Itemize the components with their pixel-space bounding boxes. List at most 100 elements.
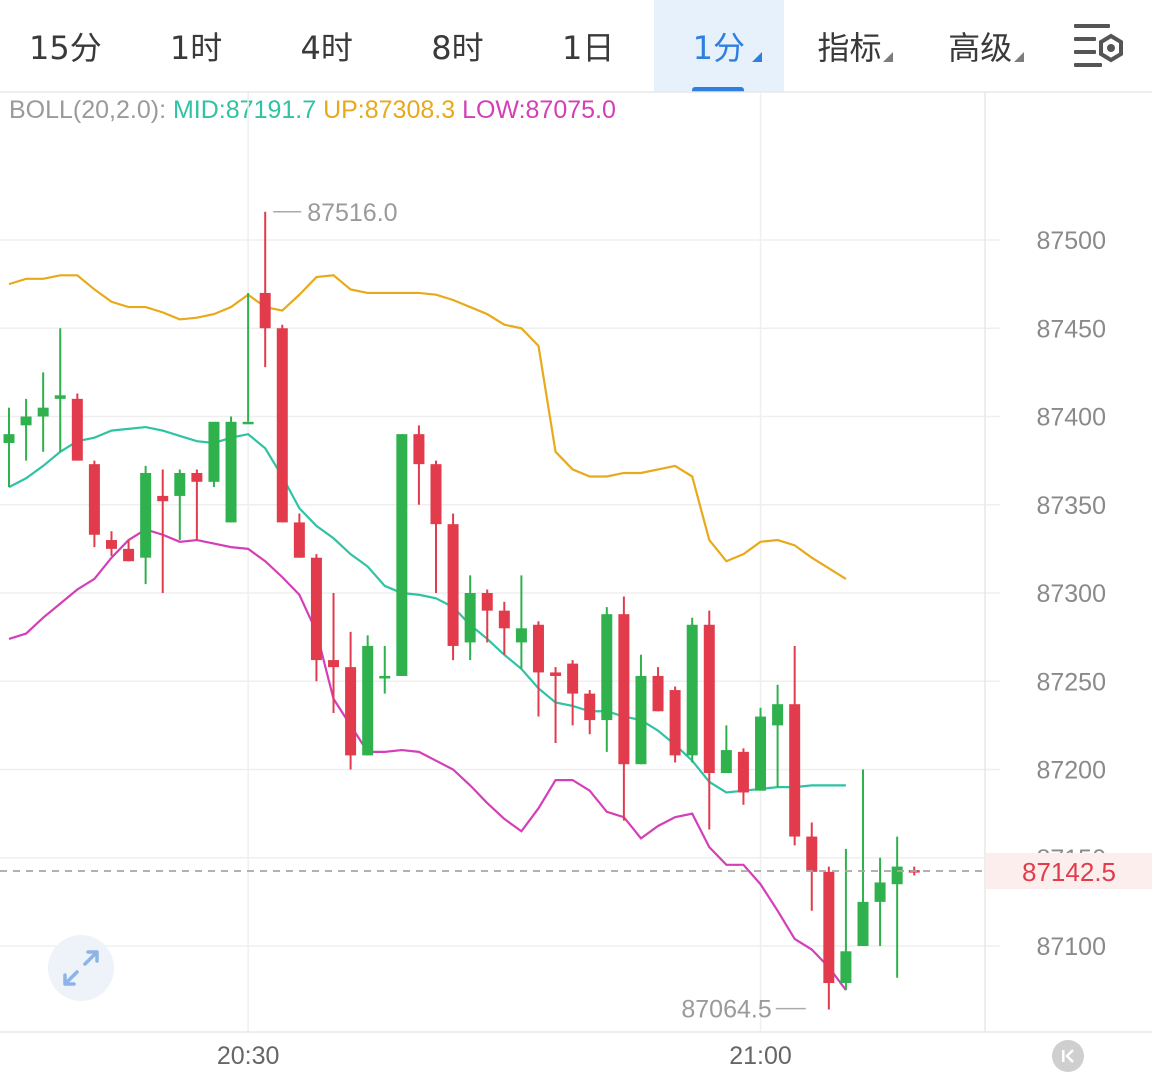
y-tick-label: 87500 bbox=[1036, 227, 1106, 255]
candle bbox=[498, 601, 510, 655]
candle-body bbox=[225, 421, 237, 523]
candle-body bbox=[54, 395, 66, 399]
candle-body bbox=[140, 472, 152, 558]
candle bbox=[806, 822, 818, 911]
boll-up-value: UP:87308.3 bbox=[323, 96, 456, 124]
tab-2[interactable]: 1时 bbox=[131, 0, 262, 92]
tab-8[interactable]: 高级 bbox=[915, 0, 1046, 92]
tab-7[interactable]: 指标 bbox=[784, 0, 915, 92]
boll-low-value: LOW:87075.0 bbox=[462, 96, 616, 124]
y-tick-label: 87100 bbox=[1036, 933, 1106, 961]
boll-upper-band bbox=[8, 274, 847, 580]
candle bbox=[550, 667, 562, 744]
tab-label: 指标 bbox=[817, 29, 882, 67]
candle-body bbox=[71, 398, 83, 461]
candle bbox=[71, 393, 83, 461]
boll-name: BOLL(20,2.0): bbox=[9, 96, 167, 124]
candle bbox=[345, 631, 357, 770]
candle bbox=[208, 421, 220, 488]
candle bbox=[259, 211, 271, 368]
candle bbox=[515, 575, 527, 669]
x-tick-label: 20:30 bbox=[217, 1042, 280, 1070]
candle-body bbox=[891, 866, 903, 885]
candle-body bbox=[396, 434, 408, 676]
candle-body bbox=[20, 416, 32, 426]
candle-body bbox=[191, 472, 203, 482]
candle bbox=[601, 607, 613, 752]
candle bbox=[430, 460, 442, 593]
candle-body bbox=[515, 628, 527, 643]
candle bbox=[789, 645, 801, 846]
candle-body bbox=[174, 472, 186, 496]
candle bbox=[840, 848, 852, 991]
candle-body bbox=[345, 667, 357, 756]
candle bbox=[703, 610, 715, 830]
tab-6[interactable]: 1分 bbox=[653, 0, 785, 92]
candle-body bbox=[242, 421, 254, 425]
y-tick-label: 87450 bbox=[1036, 315, 1106, 343]
boll-lower-band bbox=[8, 528, 847, 991]
candle bbox=[720, 725, 732, 774]
y-tick-label: 87250 bbox=[1036, 668, 1106, 696]
candle-body bbox=[3, 434, 15, 443]
tab-label: 1分 bbox=[692, 29, 746, 67]
boll-middle-band bbox=[8, 425, 846, 794]
candle-body bbox=[208, 421, 220, 482]
dropdown-caret-icon bbox=[882, 52, 893, 62]
candle bbox=[567, 660, 579, 726]
candle-body bbox=[567, 663, 579, 694]
candle-body bbox=[601, 614, 613, 721]
candle-body bbox=[618, 614, 630, 765]
tab-label: 高级 bbox=[948, 29, 1013, 67]
candle bbox=[3, 407, 15, 488]
candle-body bbox=[686, 624, 698, 756]
candle-body bbox=[293, 522, 305, 558]
candle bbox=[652, 667, 664, 712]
candle bbox=[635, 654, 647, 765]
candle-body bbox=[772, 704, 784, 726]
tab-label: 4时 bbox=[300, 29, 353, 67]
tab-label: 1时 bbox=[169, 29, 223, 67]
timeframe-tab-bar: 15分 1时 4时 8时 1日 1分 指标 高级 bbox=[0, 0, 1152, 92]
boll-mid-value: MID:87191.7 bbox=[172, 96, 317, 124]
candle bbox=[276, 324, 288, 523]
candle bbox=[54, 328, 66, 452]
candle bbox=[328, 593, 340, 714]
candle bbox=[396, 434, 408, 676]
candle-body bbox=[874, 882, 886, 902]
candle-body bbox=[823, 871, 835, 984]
candle-body bbox=[88, 464, 100, 535]
x-tick-label: 21:00 bbox=[729, 1042, 792, 1070]
candle bbox=[481, 589, 493, 643]
candle bbox=[874, 857, 886, 946]
candle bbox=[532, 621, 544, 717]
tab-4[interactable]: 8时 bbox=[392, 0, 523, 92]
candle-body bbox=[413, 434, 425, 465]
y-tick-label: 87200 bbox=[1036, 757, 1106, 785]
tab-1[interactable]: 15分 bbox=[0, 0, 131, 92]
candle bbox=[242, 292, 254, 425]
candle-body bbox=[857, 901, 869, 946]
candle bbox=[857, 769, 869, 946]
skip-to-start-icon bbox=[1062, 1049, 1074, 1063]
candle bbox=[157, 469, 169, 593]
candle bbox=[379, 645, 391, 694]
chart-settings-button[interactable] bbox=[1064, 14, 1128, 74]
candle bbox=[191, 469, 203, 541]
tab-5[interactable]: 1日 bbox=[523, 0, 654, 92]
candle bbox=[618, 596, 630, 821]
fullscreen-button[interactable] bbox=[48, 935, 114, 1001]
candle-body bbox=[157, 495, 169, 502]
tab-3[interactable]: 4时 bbox=[261, 0, 392, 92]
candle-body bbox=[430, 464, 442, 525]
candle bbox=[413, 425, 425, 505]
candle-body bbox=[737, 751, 749, 793]
candle bbox=[447, 513, 459, 661]
candle bbox=[669, 686, 681, 763]
chart-settings-icon bbox=[1074, 24, 1123, 67]
max-price-label: 87516.0 bbox=[307, 199, 397, 227]
candle-body bbox=[532, 624, 544, 673]
candle bbox=[737, 748, 749, 805]
jump-to-latest-button[interactable] bbox=[1052, 1040, 1084, 1072]
